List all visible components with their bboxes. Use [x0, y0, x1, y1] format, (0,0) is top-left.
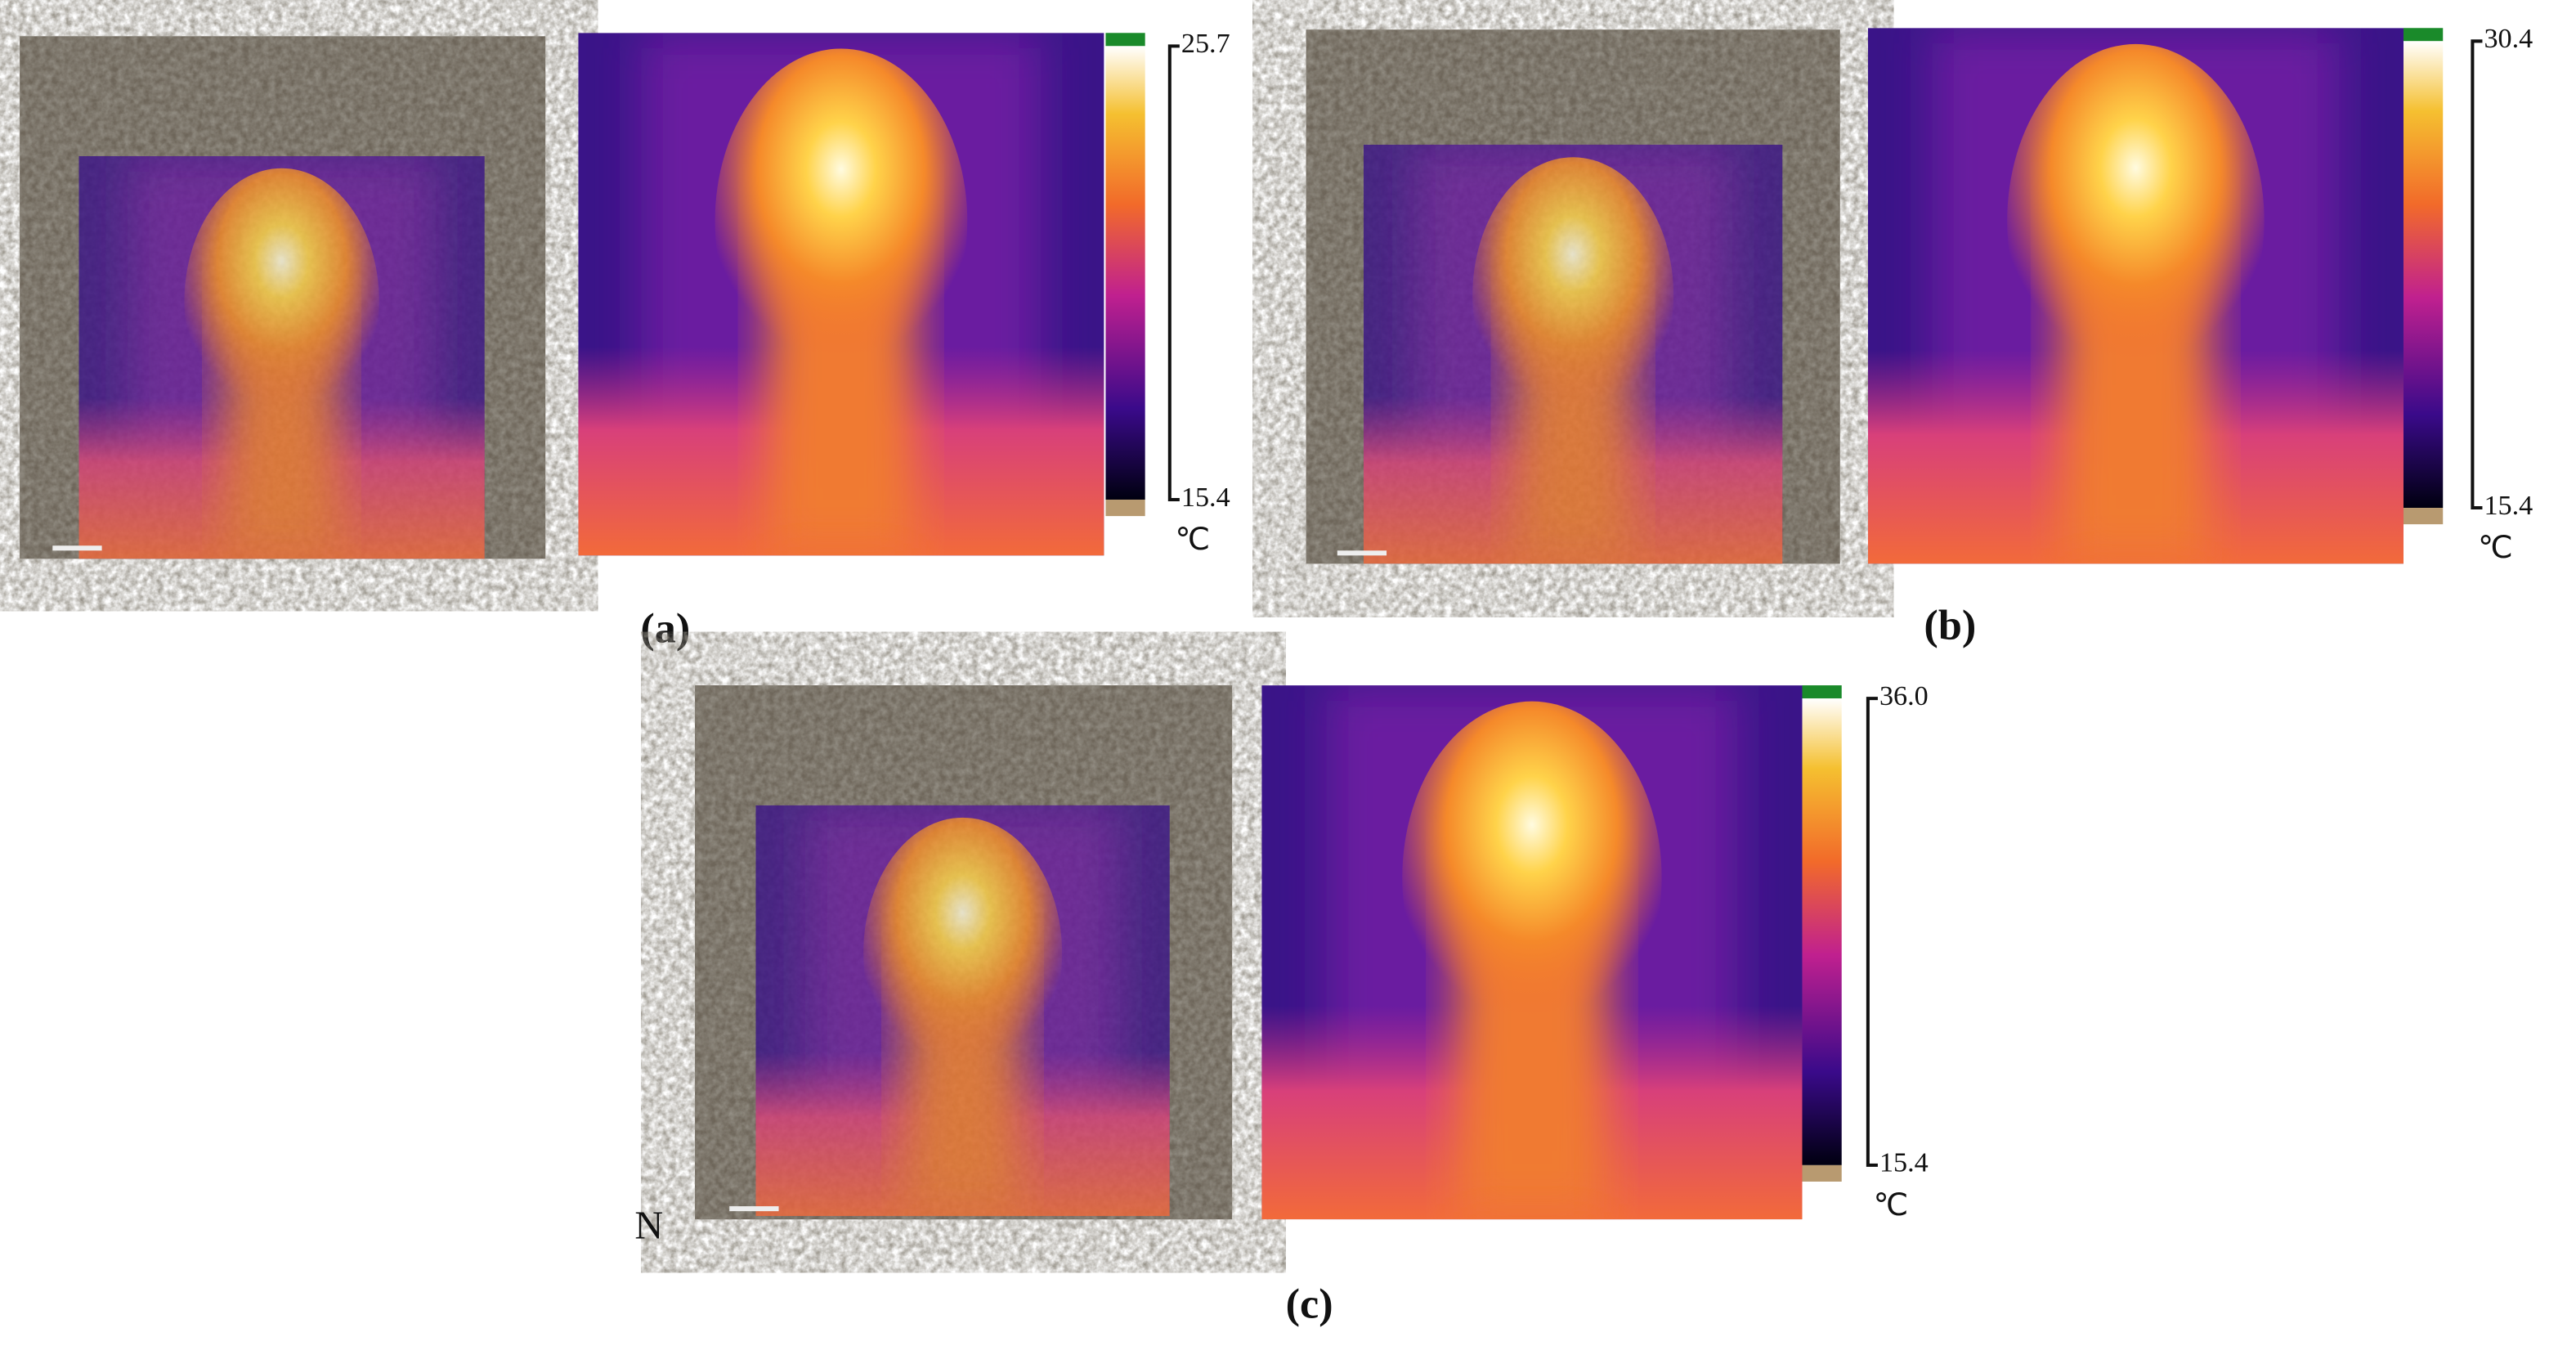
- colorbar-top: [2403, 28, 2444, 42]
- thermal-core: [184, 168, 379, 434]
- thermal-image: [1867, 28, 2404, 564]
- unit-label: ℃: [2478, 531, 2513, 565]
- scale-mark: [1337, 550, 1387, 556]
- panel: 36.0 15.4 ℃ (c): [695, 681, 1929, 1328]
- scale-bracket: [1167, 44, 1180, 502]
- scale-mark: [52, 545, 102, 551]
- panel-label: (a): [640, 605, 690, 653]
- panels: 25.7 15.4 ℃ (a) 30.4 15.4 ℃ (b) 36.0 15.4 ℃ (c): [20, 24, 2533, 1328]
- colorbar-bottom: [1802, 1164, 1842, 1182]
- panel-label: (b): [1924, 602, 1976, 649]
- max-label: 30.4: [2484, 24, 2533, 54]
- thermal-core: [1402, 701, 1662, 1054]
- north-label: N: [634, 1204, 663, 1247]
- min-label: 15.4: [1181, 482, 1230, 513]
- thermal-core: [2007, 43, 2265, 398]
- colorbar-top: [1802, 685, 1842, 699]
- min-label: 15.4: [1879, 1148, 1929, 1178]
- colorbar: [2403, 41, 2444, 509]
- min-label: 15.4: [2484, 491, 2533, 521]
- thermal-image: [1363, 144, 1783, 564]
- thermal-image: [1261, 685, 1803, 1220]
- thermal-core: [715, 48, 968, 394]
- panel: 25.7 15.4 ℃ (a): [20, 29, 1230, 653]
- thermal-image: [578, 33, 1104, 556]
- panel: 30.4 15.4 ℃ (b): [1306, 24, 2533, 649]
- unit-label: ℃: [1874, 1188, 1909, 1223]
- colorbar: [1105, 46, 1145, 500]
- scale-bracket: [2471, 39, 2483, 510]
- max-label: 25.7: [1181, 29, 1230, 59]
- thermal-core: [1472, 157, 1674, 434]
- panel-label: (c): [1286, 1281, 1333, 1328]
- scale-mark: [729, 1206, 779, 1212]
- colorbar-bottom: [2403, 508, 2444, 525]
- colorbar: [1802, 698, 1842, 1165]
- thermal-image: [78, 155, 485, 559]
- scale-bracket: [1866, 697, 1878, 1167]
- max-label: 36.0: [1879, 681, 1929, 711]
- colorbar-top: [1105, 33, 1145, 47]
- unit-label: ℃: [1176, 523, 1211, 557]
- thermal-image: [755, 805, 1170, 1217]
- colorbar-bottom: [1105, 499, 1145, 517]
- thermal-core: [863, 817, 1063, 1089]
